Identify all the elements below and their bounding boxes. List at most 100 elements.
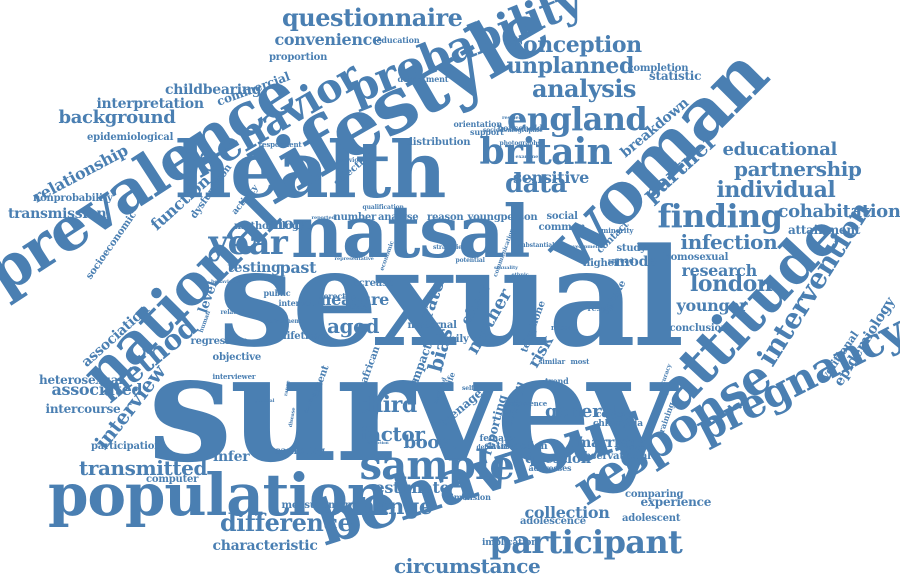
word: proportion bbox=[269, 52, 328, 63]
word: london bbox=[690, 271, 773, 297]
word: respondent bbox=[258, 139, 302, 149]
word: household bbox=[497, 123, 543, 133]
word: common bbox=[538, 222, 586, 233]
word: implication bbox=[482, 537, 538, 548]
word: deprivation bbox=[476, 444, 514, 451]
word: experience bbox=[640, 495, 712, 509]
word: female bbox=[479, 433, 513, 444]
word: intercourse bbox=[45, 402, 121, 416]
word: occurrence bbox=[504, 398, 548, 408]
word: higher bbox=[583, 258, 619, 269]
word: similar bbox=[538, 356, 566, 366]
word: development bbox=[566, 243, 602, 250]
word: sexuality bbox=[494, 264, 518, 271]
word: distribution bbox=[406, 137, 471, 148]
word: interviewer bbox=[212, 371, 256, 381]
word: difference bbox=[220, 508, 353, 537]
word: britain bbox=[479, 131, 613, 173]
word: aged bbox=[327, 314, 380, 338]
word: attainment bbox=[788, 223, 861, 237]
word: support bbox=[470, 127, 504, 137]
word: finding bbox=[657, 197, 784, 235]
word: transmitted bbox=[79, 456, 208, 480]
word: participation bbox=[91, 441, 162, 452]
word: analysis bbox=[532, 74, 636, 103]
word: observational bbox=[577, 451, 651, 462]
word: data bbox=[505, 169, 567, 199]
word: maternal bbox=[407, 320, 457, 331]
word: associated bbox=[51, 380, 143, 399]
word: component bbox=[265, 318, 302, 325]
word: year bbox=[208, 223, 288, 263]
word: circumstance bbox=[394, 554, 541, 578]
word: unplanned bbox=[506, 53, 635, 79]
word: factor bbox=[360, 422, 425, 446]
word: sampling bbox=[275, 446, 325, 457]
word: participant bbox=[489, 523, 683, 561]
word: minority bbox=[601, 225, 634, 235]
word: spread bbox=[608, 255, 634, 265]
word: department bbox=[397, 74, 449, 84]
word: characteristic bbox=[212, 538, 318, 554]
word: sexual bbox=[218, 217, 685, 377]
word: sensitive bbox=[513, 168, 589, 187]
word: statistic bbox=[649, 69, 702, 83]
word: most bbox=[570, 356, 590, 366]
word: public bbox=[263, 288, 291, 298]
word: individual bbox=[716, 177, 836, 203]
word: objective bbox=[212, 352, 262, 363]
word: social bbox=[546, 211, 578, 222]
word: potential bbox=[455, 257, 485, 264]
word: sociodemographic bbox=[483, 127, 543, 134]
word: past bbox=[279, 258, 317, 277]
word: methodology bbox=[234, 221, 305, 232]
word: examine bbox=[515, 153, 539, 160]
word: result bbox=[587, 303, 614, 313]
word: mode bbox=[615, 254, 657, 270]
word: research bbox=[681, 261, 758, 280]
word: adolescence bbox=[520, 516, 586, 527]
word: genital bbox=[255, 397, 275, 404]
word: england bbox=[507, 100, 648, 138]
word: questionnaire bbox=[282, 3, 463, 32]
word: regression bbox=[190, 336, 248, 347]
word: attraction bbox=[367, 440, 389, 445]
word: orientation bbox=[453, 119, 503, 129]
word: person bbox=[500, 212, 538, 223]
word: convenience bbox=[274, 30, 383, 49]
word: more bbox=[266, 214, 312, 233]
word: representative bbox=[334, 255, 374, 262]
word: reason bbox=[427, 212, 464, 223]
word: conception bbox=[510, 32, 642, 58]
word: increase bbox=[348, 278, 394, 289]
word: health bbox=[175, 125, 446, 216]
word: context bbox=[596, 409, 633, 420]
word: comparing bbox=[625, 489, 684, 500]
word: qualification bbox=[362, 204, 404, 211]
word: younger bbox=[676, 296, 748, 315]
word: marriage bbox=[576, 435, 647, 451]
word: cohabitation bbox=[777, 201, 900, 222]
word: ethnic bbox=[511, 271, 529, 278]
word: educational bbox=[722, 139, 838, 160]
word: reported bbox=[311, 214, 336, 221]
word: addresses bbox=[528, 463, 572, 473]
word: number bbox=[333, 212, 377, 223]
word: general bbox=[545, 401, 620, 422]
word: chlamydia bbox=[593, 418, 643, 429]
word: education bbox=[376, 35, 420, 45]
word: change bbox=[346, 494, 433, 520]
word: infection bbox=[680, 230, 778, 254]
word: satisfaction bbox=[484, 441, 548, 452]
word: partnership bbox=[734, 157, 862, 181]
word: interpretation bbox=[96, 96, 205, 112]
word: lifetime bbox=[283, 331, 326, 342]
word: study bbox=[616, 243, 647, 254]
word: boost bbox=[403, 432, 458, 453]
word: related bbox=[220, 309, 244, 316]
word: completion bbox=[627, 63, 689, 74]
word: adolescent bbox=[622, 513, 681, 524]
word: heterosexual bbox=[39, 373, 123, 387]
word: consistency bbox=[330, 304, 368, 311]
